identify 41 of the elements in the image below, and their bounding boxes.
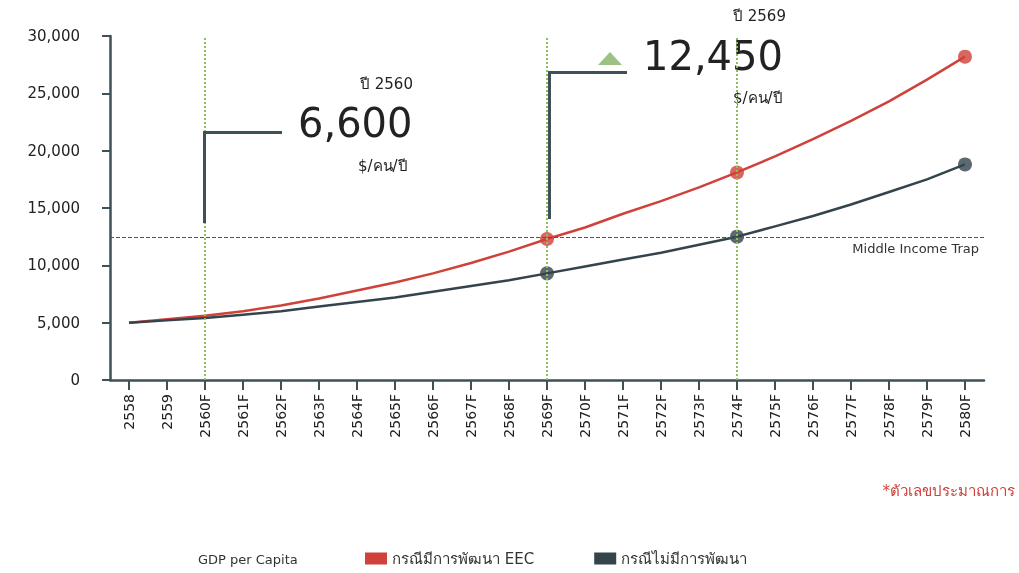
x-tick-label: 2580F <box>957 394 973 438</box>
y-tick-label: 15,000 <box>27 199 80 217</box>
y-tick-label: 0 <box>70 371 80 389</box>
x-tick-label: 2576F <box>805 394 821 438</box>
y-tick-label: 25,000 <box>27 84 80 103</box>
x-tick-label: 2562F <box>273 394 289 438</box>
x-tick-label: 2569F <box>539 394 555 438</box>
text: *ตัวเลขประมาณการ <box>882 481 1015 500</box>
x-tick-label: 2573F <box>691 394 707 438</box>
x-tick-label: 2566F <box>425 394 441 438</box>
x-tick-label: 2565F <box>387 394 403 438</box>
x-tick-label: 2564F <box>349 394 365 438</box>
x-tick-label: 2568F <box>501 394 517 438</box>
annotation: 12,450 <box>643 33 783 79</box>
x-tick-label: 2571F <box>615 394 631 438</box>
x-tick-label: 2572F <box>653 394 669 438</box>
x-tick-label: 2570F <box>577 394 593 438</box>
x-tick-label: 2563F <box>311 394 327 438</box>
y-tick-label: 30,000 <box>27 27 80 45</box>
x-tick-label: 2560F <box>197 394 213 438</box>
legend-title: GDP per Capita <box>198 552 298 567</box>
legend-label: กรณีมีการพัฒนา EEC <box>392 549 535 568</box>
y-tick-label: 20,000 <box>27 141 80 160</box>
legend-label: กรณีไม่มีการพัฒนา <box>621 549 748 568</box>
text: ปี 2569 <box>732 6 786 25</box>
y-tick-label: 10,000 <box>27 256 80 275</box>
x-tick-label: 2559 <box>159 394 175 430</box>
x-tick-label: 2578F <box>881 394 897 438</box>
x-tick-label: 2575F <box>767 394 783 438</box>
ref-line-label: Middle Income Trap <box>852 241 979 257</box>
x-tick-label: 2579F <box>919 394 935 438</box>
x-tick-label: 2574F <box>729 394 745 438</box>
annotation: $/คน/ปี <box>358 156 408 175</box>
annotation: ปี 2560 <box>359 74 413 93</box>
x-tick-label: 2558 <box>121 394 137 430</box>
x-tick-label: 2567F <box>463 394 479 438</box>
annotation: 6,600 <box>298 100 413 146</box>
x-tick-label: 2577F <box>843 394 859 438</box>
x-tick-label: 2561F <box>235 394 251 438</box>
annotation: $/คน/ปี <box>733 88 783 107</box>
y-tick-label: 5,000 <box>37 313 80 332</box>
